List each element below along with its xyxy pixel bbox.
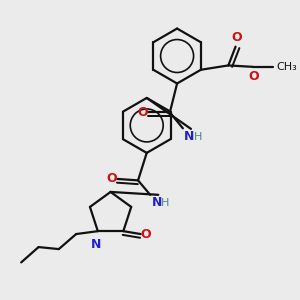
Text: H: H — [194, 132, 202, 142]
Text: CH₃: CH₃ — [277, 62, 297, 72]
Text: O: O — [248, 70, 259, 83]
Text: N: N — [152, 196, 162, 209]
Text: N: N — [184, 130, 195, 143]
Text: O: O — [232, 31, 242, 44]
Text: O: O — [107, 172, 117, 185]
Text: H: H — [161, 198, 170, 208]
Text: O: O — [138, 106, 148, 119]
Text: O: O — [141, 228, 151, 241]
Text: N: N — [91, 238, 102, 250]
